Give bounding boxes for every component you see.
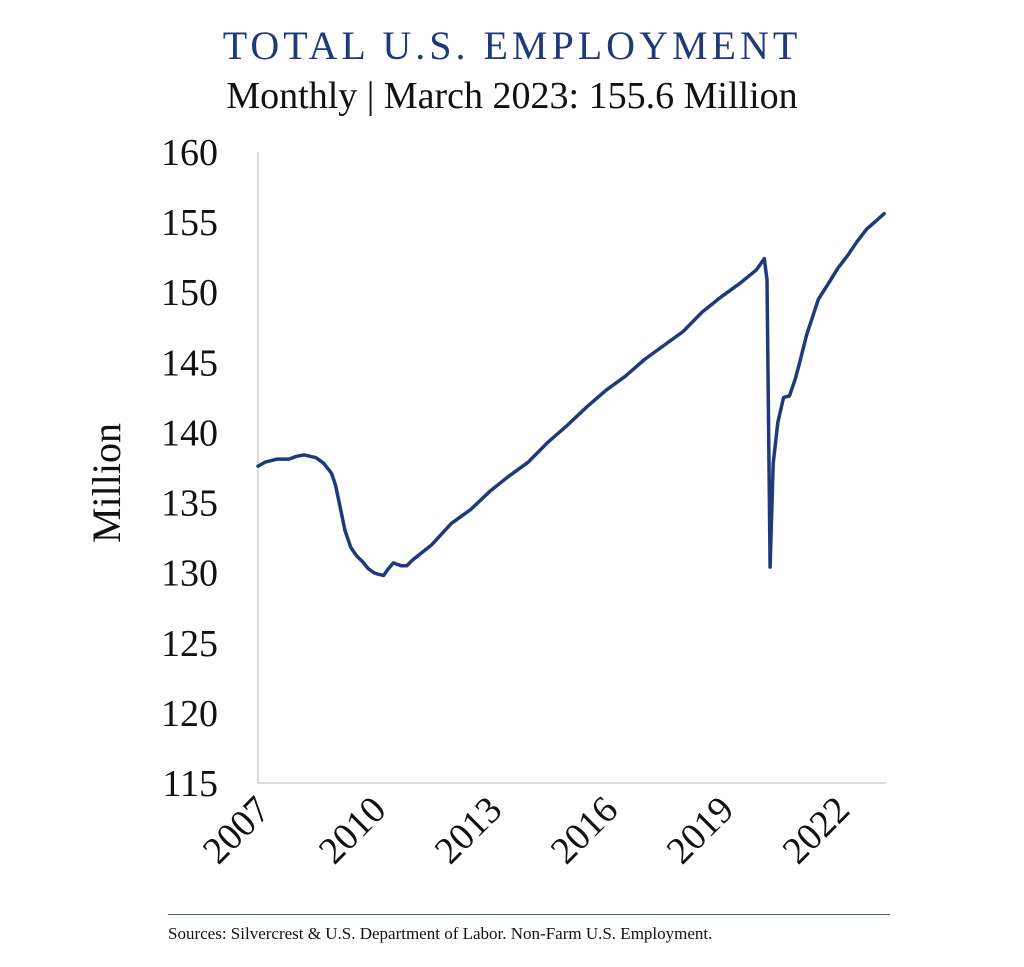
source-note: Sources: Silvercrest & U.S. Department o… [168, 924, 713, 943]
x-tick-label: 2022 [775, 789, 858, 872]
chart-subtitle: Monthly | March 2023: 155.6 Million [226, 75, 798, 117]
series-line [256, 211, 886, 578]
source-divider [168, 914, 890, 915]
y-tick-label: 140 [161, 412, 218, 454]
x-tick-label: 2013 [427, 789, 510, 872]
x-tick-label: 2016 [543, 789, 626, 872]
y-axis-title: Million [84, 423, 129, 543]
y-tick-label: 145 [161, 342, 218, 384]
y-tick-label: 120 [161, 693, 218, 735]
y-tick-label: 135 [161, 483, 218, 525]
chart-title: TOTAL U.S. EMPLOYMENT [222, 23, 802, 68]
x-tick-label: 2010 [311, 789, 394, 872]
y-tick-label: 125 [161, 623, 218, 665]
y-tick-label: 130 [161, 553, 218, 595]
y-tick-label: 160 [161, 132, 218, 174]
y-tick-label: 155 [161, 202, 218, 244]
x-tick-label: 2019 [659, 789, 742, 872]
y-tick-label: 150 [161, 272, 218, 314]
y-tick-label: 115 [162, 763, 218, 805]
